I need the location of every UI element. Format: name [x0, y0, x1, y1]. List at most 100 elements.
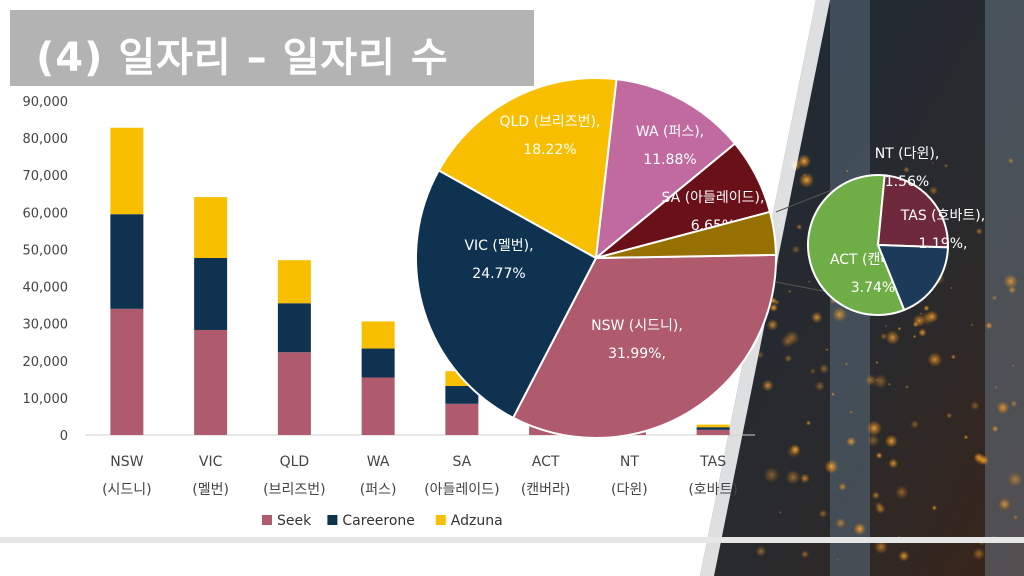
bokeh-spark: [849, 410, 853, 414]
bokeh-spark: [814, 380, 826, 392]
bokeh-spark: [755, 546, 767, 557]
y-tick-label: 50,000: [23, 243, 69, 258]
bokeh-spark: [831, 392, 835, 397]
bokeh-spark: [1010, 400, 1018, 408]
bokeh-spark: [923, 305, 930, 312]
y-tick-label: 90,000: [23, 95, 69, 110]
bokeh-spark: [994, 385, 998, 389]
bokeh-spark: [780, 335, 794, 348]
x-category-sublabel: (다윈): [611, 482, 648, 498]
bar-segment-adzuna: [110, 127, 144, 215]
bokeh-spark: [950, 354, 956, 360]
bokeh-spark: [880, 332, 888, 340]
bokeh-spark: [927, 352, 943, 367]
x-category-label: NT: [620, 454, 639, 470]
bokeh-spark: [846, 436, 857, 447]
bokeh-spark: [970, 323, 974, 327]
bokeh-spark: [809, 367, 817, 375]
bokeh-spark: [769, 303, 778, 312]
pie-label: SA (아들레이드),: [662, 190, 765, 206]
bokeh-spark: [832, 307, 847, 322]
bokeh-spark: [931, 505, 937, 511]
y-tick-label: 20,000: [23, 355, 69, 370]
bokeh-spark: [802, 173, 807, 177]
x-category-label: SA: [453, 454, 472, 470]
bokeh-spark: [996, 401, 1010, 415]
bokeh-spark: [836, 558, 839, 561]
bokeh-spark: [985, 321, 993, 330]
pie-slice-act: [595, 210, 777, 259]
x-category-sublabel: (호바트): [688, 482, 738, 498]
bokeh-spark: [871, 491, 881, 500]
legend-swatch: [435, 515, 446, 525]
bar-segment-seek: [194, 329, 228, 435]
bar-segment-adzuna: [696, 424, 730, 428]
bar-segment-adzuna: [277, 260, 311, 304]
bar-segment-careerone: [696, 427, 730, 430]
bokeh-spark: [975, 227, 983, 235]
legend-label: Careerone: [342, 513, 415, 529]
bokeh-spark: [970, 400, 980, 411]
pie-label: NT (다윈),: [875, 146, 940, 162]
pie-percent-label: 3.74%: [851, 280, 895, 296]
bokeh-spark: [972, 547, 986, 561]
bokeh-spark: [819, 363, 830, 374]
bokeh-spark: [1007, 471, 1023, 487]
bokeh-spark: [845, 169, 849, 173]
x-category-sublabel: (시드니): [102, 482, 152, 498]
x-category-label: TAS: [699, 454, 726, 470]
bokeh-spark: [853, 522, 867, 536]
x-category-label: VIC: [199, 454, 223, 470]
bar-segment-careerone: [277, 303, 311, 353]
bokeh-spark: [873, 374, 888, 389]
bokeh-spark: [796, 224, 803, 230]
pie-percent-label: 24.77%: [472, 266, 525, 282]
legend-swatch: [262, 515, 272, 525]
bokeh-spark: [894, 485, 909, 500]
pie-label: NSW (시드니),: [591, 318, 683, 334]
x-category-sublabel: (캔버라): [521, 482, 571, 498]
bokeh-spark: [931, 161, 934, 165]
pie-percent-label: 1.19%,: [919, 236, 968, 252]
bokeh-spark: [824, 459, 839, 474]
bokeh-spark: [1012, 514, 1019, 520]
y-tick-label: 30,000: [23, 318, 69, 333]
bokeh-spark: [825, 348, 829, 352]
pie-slice-nt: [876, 174, 949, 249]
bokeh-spark: [875, 452, 883, 459]
pie-percent-label: 1.56%: [885, 174, 929, 190]
bokeh-spark: [1007, 157, 1015, 164]
bokeh-spark: [884, 434, 898, 448]
y-tick-label: 70,000: [23, 169, 69, 184]
x-category-label: ACT: [532, 454, 560, 470]
bokeh-spark: [805, 420, 812, 426]
y-tick-label: 0: [60, 429, 68, 444]
bar-segment-seek: [445, 403, 479, 435]
bokeh-spark: [887, 382, 892, 387]
bokeh-spark: [875, 378, 879, 381]
bokeh-spark: [913, 334, 917, 339]
pie-percent-label: 11.88%: [643, 152, 696, 168]
bokeh-spark: [763, 467, 780, 483]
y-tick-label: 40,000: [23, 281, 69, 296]
pie-percent-label: 31.99%,: [608, 346, 666, 362]
y-tick-label: 10,000: [23, 392, 69, 407]
y-tick-label: 60,000: [23, 206, 69, 221]
bokeh-spark: [835, 517, 846, 529]
bokeh-spark: [761, 379, 774, 392]
bokeh-spark: [991, 425, 999, 433]
bokeh-spark: [798, 172, 815, 188]
pie-percent-label: 18.22%: [523, 142, 576, 158]
bokeh-spark: [888, 458, 899, 469]
bokeh-spark: [910, 419, 920, 429]
x-category-sublabel: (아들레이드): [424, 482, 499, 498]
bokeh-spark: [811, 311, 823, 324]
bokeh-spark: [766, 319, 779, 331]
bokeh-spark: [946, 412, 953, 419]
bokeh-spark: [905, 384, 909, 389]
legend-swatch: [327, 515, 338, 525]
bokeh-spark: [800, 550, 810, 559]
bar-segment-seek: [277, 352, 311, 435]
bar-segment-adzuna: [194, 197, 228, 258]
